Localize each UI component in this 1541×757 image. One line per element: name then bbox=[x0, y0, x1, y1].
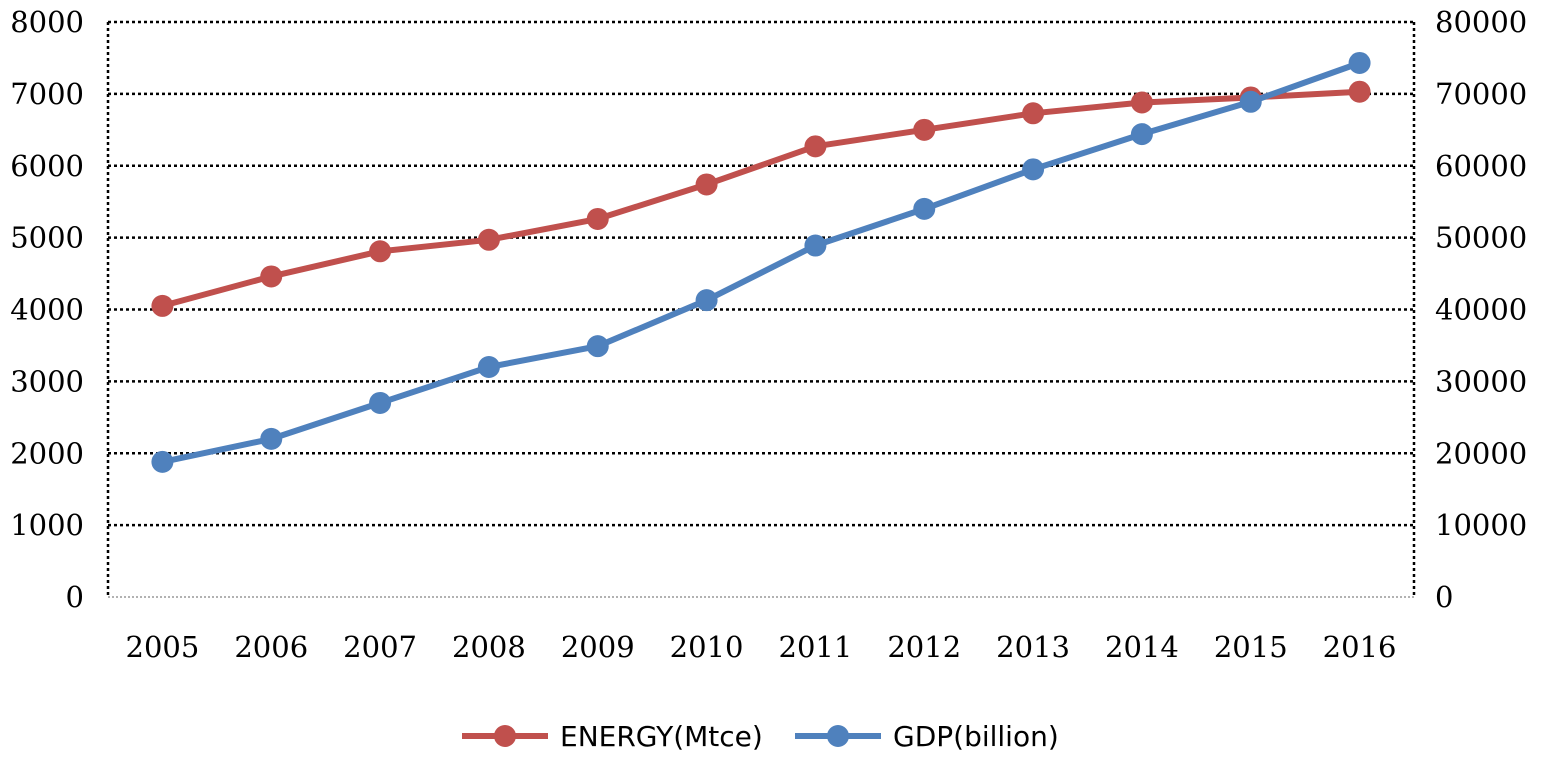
left-tick-label: 2000 bbox=[10, 436, 84, 470]
x-tick-label: 2005 bbox=[126, 630, 200, 664]
left-tick-label: 1000 bbox=[10, 508, 84, 542]
data-point bbox=[913, 197, 936, 220]
left-tick-label: 4000 bbox=[10, 293, 84, 327]
data-point bbox=[151, 450, 174, 473]
data-point bbox=[260, 427, 283, 450]
data-point bbox=[369, 240, 392, 263]
data-point bbox=[586, 207, 609, 230]
right-tick-label: 50000 bbox=[1435, 221, 1527, 255]
x-tick-label: 2009 bbox=[561, 630, 635, 664]
x-tick-label: 2010 bbox=[670, 630, 744, 664]
right-tick-label: 60000 bbox=[1435, 149, 1527, 183]
data-point bbox=[804, 135, 827, 158]
chart-axes bbox=[106, 22, 1416, 598]
data-point bbox=[260, 265, 283, 288]
right-tick-label: 80000 bbox=[1435, 5, 1527, 39]
x-tick-label: 2011 bbox=[779, 630, 853, 664]
series-line bbox=[159, 60, 1363, 465]
data-point bbox=[1130, 123, 1153, 146]
data-point bbox=[477, 228, 500, 251]
right-tick-label: 0 bbox=[1435, 580, 1453, 614]
x-tick-label: 2016 bbox=[1323, 630, 1397, 664]
left-tick-label: 5000 bbox=[10, 221, 84, 255]
left-tick-label: 7000 bbox=[10, 77, 84, 111]
left-tick-label: 3000 bbox=[10, 364, 84, 398]
grid-lines bbox=[108, 20, 1414, 527]
data-point bbox=[477, 356, 500, 378]
legend-item: ENERGY(Mtce) bbox=[462, 720, 763, 753]
x-axis-ticks: 2005 2006 2007 2008 2009 2010 2011 2012 2013 2014… bbox=[126, 630, 1397, 664]
left-tick-label: 0 bbox=[66, 580, 84, 614]
legend-swatch-marker bbox=[827, 725, 849, 747]
left-tick-label: 6000 bbox=[10, 149, 84, 183]
data-point bbox=[913, 118, 936, 141]
series-line bbox=[159, 88, 1363, 309]
data-point bbox=[1348, 80, 1371, 103]
x-tick-label: 2006 bbox=[234, 630, 308, 664]
right-tick-label: 40000 bbox=[1435, 293, 1527, 327]
left-axis-ticks: 0 1000 2000 3000 4000 5000 6000 7000 8000 bbox=[10, 5, 84, 614]
x-tick-label: 2012 bbox=[887, 630, 961, 664]
right-axis-ticks: 0 10000 20000 30000 40000 50000 60000 70000 8000… bbox=[1435, 5, 1527, 614]
x-tick-label: 2013 bbox=[996, 630, 1070, 664]
series-energy-mtce bbox=[151, 80, 1371, 317]
data-point bbox=[151, 294, 174, 317]
x-tick-label: 2007 bbox=[343, 630, 417, 664]
x-tick-label: 2014 bbox=[1105, 630, 1179, 664]
left-tick-label: 8000 bbox=[10, 5, 84, 39]
data-point bbox=[369, 391, 392, 414]
data-point bbox=[695, 289, 718, 312]
data-point bbox=[586, 335, 609, 358]
data-point bbox=[1022, 158, 1045, 181]
x-tick-label: 2008 bbox=[452, 630, 526, 664]
legend: ENERGY(Mtce) GDP(billion) bbox=[462, 720, 1059, 753]
legend-swatch-marker bbox=[494, 725, 516, 747]
series-gdp-billion bbox=[151, 51, 1371, 473]
right-tick-label: 20000 bbox=[1435, 436, 1527, 470]
data-point bbox=[1239, 90, 1262, 113]
data-point bbox=[1348, 51, 1371, 74]
data-point bbox=[1022, 102, 1045, 125]
legend-item: GDP(billion) bbox=[795, 720, 1059, 753]
legend-label: ENERGY(Mtce) bbox=[560, 720, 763, 753]
data-point bbox=[695, 173, 718, 196]
data-point bbox=[804, 234, 827, 257]
series-layer bbox=[151, 51, 1371, 473]
right-tick-label: 70000 bbox=[1435, 77, 1527, 111]
x-tick-label: 2015 bbox=[1214, 630, 1288, 664]
data-point bbox=[1130, 91, 1153, 114]
legend-label: GDP(billion) bbox=[893, 720, 1059, 753]
right-tick-label: 10000 bbox=[1435, 508, 1527, 542]
right-tick-label: 30000 bbox=[1435, 364, 1527, 398]
